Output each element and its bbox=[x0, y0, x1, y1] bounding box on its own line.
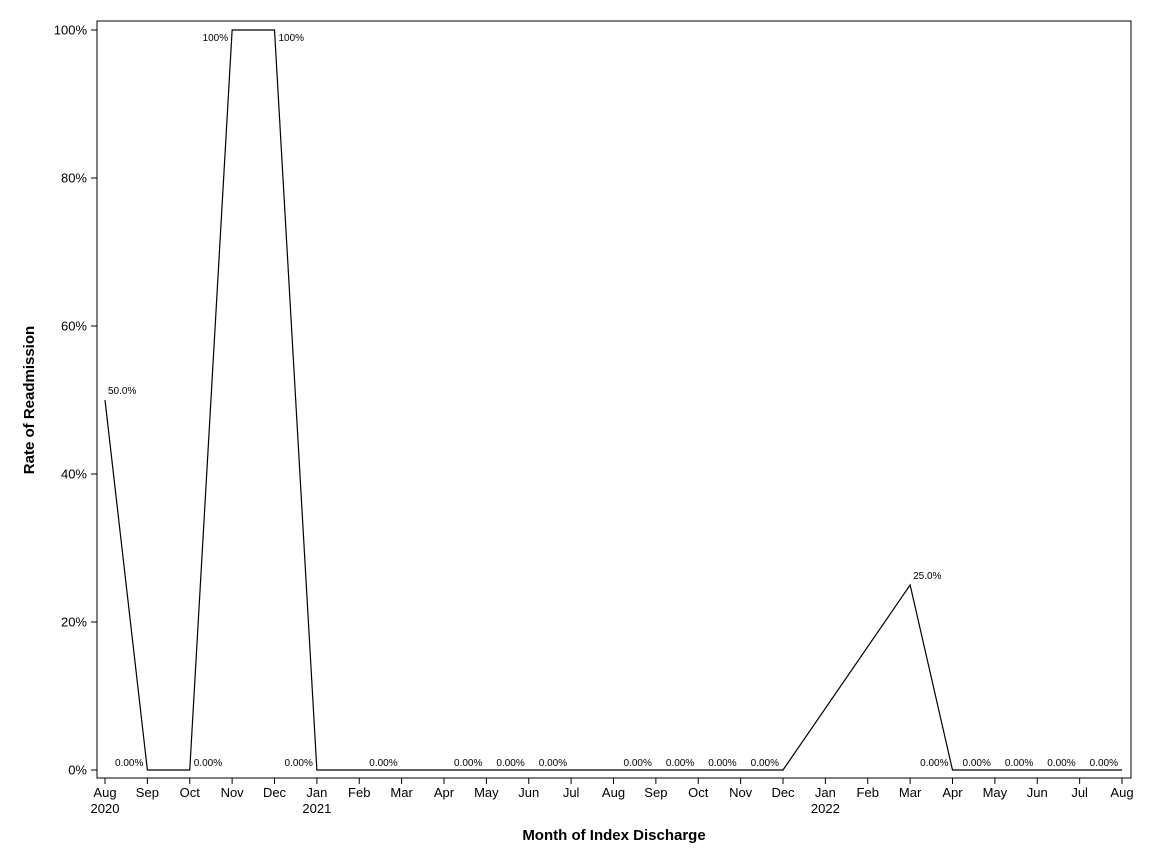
data-label: 0.00% bbox=[920, 758, 948, 769]
x-tick-year-label: 2021 bbox=[302, 801, 331, 816]
data-label: 0.00% bbox=[751, 758, 779, 769]
x-tick-label: Jan bbox=[306, 785, 327, 800]
data-label: 0.00% bbox=[454, 758, 482, 769]
x-tick-label: May bbox=[474, 785, 499, 800]
x-tick-year-label: 2022 bbox=[811, 801, 840, 816]
x-tick-label: Dec bbox=[263, 785, 287, 800]
data-label: 25.0% bbox=[913, 571, 941, 582]
data-label: 0.00% bbox=[1005, 758, 1033, 769]
data-label: 0.00% bbox=[115, 758, 143, 769]
data-label: 0.00% bbox=[539, 758, 567, 769]
x-axis-title: Month of Index Discharge bbox=[522, 827, 705, 844]
x-tick-label: Jul bbox=[1071, 785, 1088, 800]
x-tick-label: Mar bbox=[390, 785, 413, 800]
x-tick-label: Oct bbox=[180, 785, 201, 800]
y-tick-label: 80% bbox=[61, 171, 87, 186]
x-tick-label: May bbox=[983, 785, 1008, 800]
x-tick-label: Oct bbox=[688, 785, 709, 800]
series-line bbox=[104, 29, 1122, 771]
x-tick-label: Sep bbox=[644, 785, 667, 800]
y-tick-label: 60% bbox=[61, 319, 87, 334]
data-labels: 50.0% 0.00% 0.00% 100% 100% 0.00% 0.00% 0.00% 0.… bbox=[108, 33, 1118, 769]
x-tick-label: Sep bbox=[136, 785, 159, 800]
y-tick-label: 40% bbox=[61, 467, 87, 482]
y-tick-label: 0% bbox=[68, 763, 87, 778]
data-label: 0.00% bbox=[963, 758, 991, 769]
data-label: 0.00% bbox=[708, 758, 736, 769]
x-tick-label: Jan bbox=[815, 785, 836, 800]
x-tick-label: Jun bbox=[518, 785, 539, 800]
x-tick-label: Aug bbox=[1110, 785, 1133, 800]
x-tick-label: Nov bbox=[729, 785, 753, 800]
x-tick-label: Jun bbox=[1027, 785, 1048, 800]
data-label: 50.0% bbox=[108, 386, 136, 397]
x-tick-label: Apr bbox=[434, 785, 455, 800]
x-tick-label: Mar bbox=[899, 785, 922, 800]
data-label: 0.00% bbox=[666, 758, 694, 769]
data-label: 0.00% bbox=[1090, 758, 1118, 769]
y-axis: 0% 20% 40% 60% 80% 100% bbox=[54, 23, 97, 778]
x-tick-label: Dec bbox=[771, 785, 795, 800]
y-tick-label: 100% bbox=[54, 23, 88, 38]
data-label: 100% bbox=[203, 33, 229, 44]
data-label: 0.00% bbox=[1047, 758, 1075, 769]
x-tick-label: Feb bbox=[857, 785, 879, 800]
data-label: 0.00% bbox=[369, 758, 397, 769]
x-tick-label: Apr bbox=[942, 785, 963, 800]
data-label: 0.00% bbox=[194, 758, 222, 769]
data-label: 0.00% bbox=[285, 758, 313, 769]
x-tick-label: Nov bbox=[221, 785, 245, 800]
x-tick-year-label: 2020 bbox=[91, 801, 120, 816]
y-tick-label: 20% bbox=[61, 615, 87, 630]
x-tick-label: Jul bbox=[563, 785, 580, 800]
x-tick-label: Feb bbox=[348, 785, 370, 800]
data-label: 0.00% bbox=[496, 758, 524, 769]
plot-frame bbox=[96, 20, 1132, 779]
x-tick-label: Aug bbox=[93, 785, 116, 800]
x-tick-label: Aug bbox=[602, 785, 625, 800]
y-axis-title: Rate of Readmission bbox=[21, 326, 38, 474]
data-label: 0.00% bbox=[624, 758, 652, 769]
data-label: 100% bbox=[279, 33, 305, 44]
